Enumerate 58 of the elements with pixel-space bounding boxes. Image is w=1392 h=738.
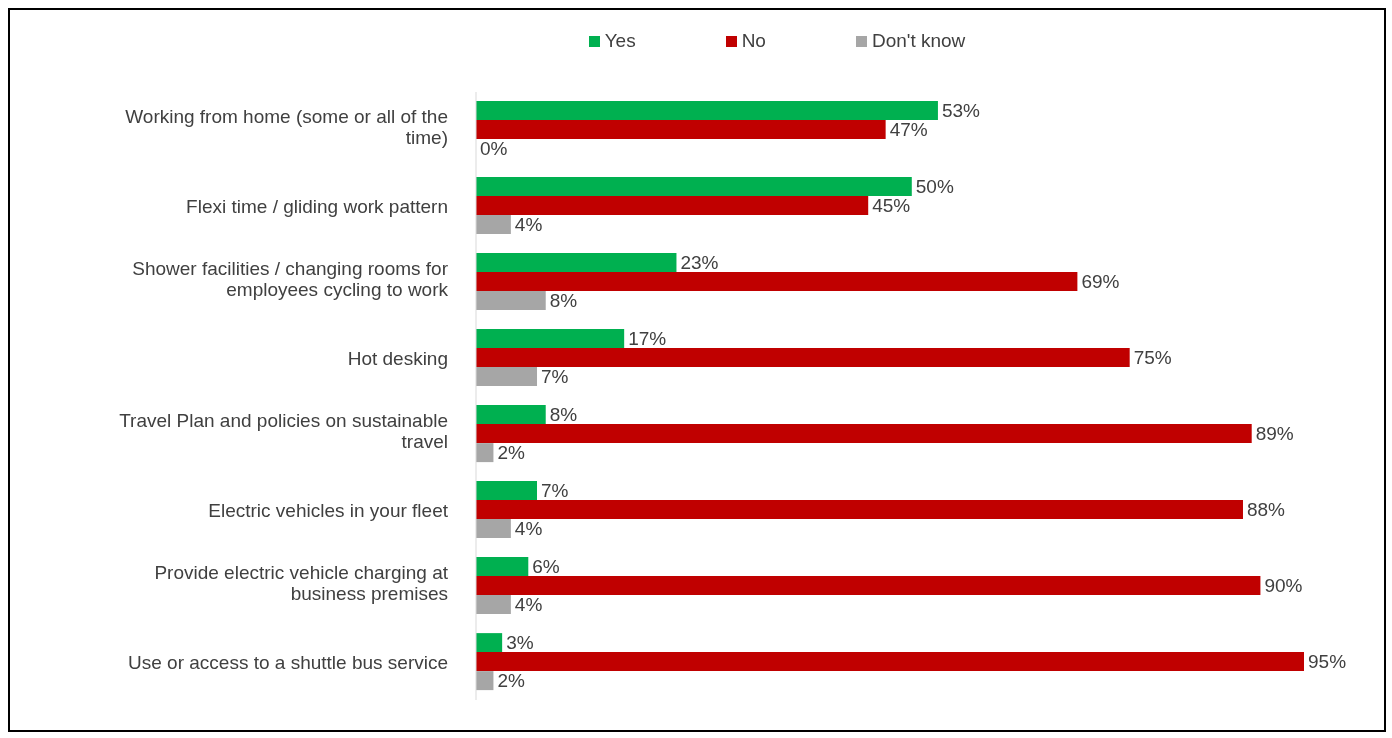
y-tick-label: Shower facilities / changing rooms for employees cycling to work (132, 258, 449, 300)
bar (476, 633, 503, 653)
bar (476, 652, 1304, 672)
data-label: 0% (480, 138, 508, 160)
data-label: 89% (1255, 423, 1294, 445)
data-label: 75% (1133, 347, 1172, 369)
data-label: 3% (506, 632, 534, 654)
data-label: 8% (549, 404, 578, 426)
legend-label: No (740, 30, 766, 52)
bar (476, 424, 1252, 444)
y-tick-label: Use or access to a shuttle bus service (128, 651, 448, 673)
y-tick-label: Travel Plan and policies on sustainable travel (119, 410, 448, 452)
bar (476, 367, 538, 387)
data-label: 17% (628, 328, 667, 350)
data-label: 95% (1308, 651, 1347, 673)
legend-label: Yes (603, 30, 636, 52)
bar (476, 215, 511, 235)
bar (476, 291, 546, 311)
data-label: 2% (497, 670, 525, 692)
bar (476, 405, 546, 425)
data-label: 4% (514, 214, 543, 236)
data-label: 50% (915, 176, 954, 198)
bar (476, 196, 869, 216)
data-label: 4% (514, 594, 543, 616)
bar (476, 272, 1078, 292)
bar (476, 348, 1130, 368)
bar (476, 329, 625, 349)
y-tick-label: Provide electric vehicle charging at business premises (154, 562, 449, 604)
y-tick-label: Hot desking (347, 347, 448, 369)
data-label: 6% (532, 556, 560, 578)
bar (476, 253, 677, 273)
data-label: 88% (1246, 499, 1286, 521)
y-tick-label: Electric vehicles in your fleet (208, 499, 449, 521)
y-tick-label: Working from home (some or all of the time) (125, 106, 448, 148)
bar (476, 481, 538, 501)
bar (476, 519, 511, 539)
data-label: 69% (1081, 271, 1120, 293)
bar (476, 101, 938, 121)
data-label: 4% (514, 518, 543, 540)
data-label: 2% (497, 442, 525, 464)
data-label: 53% (941, 100, 981, 122)
bar (476, 120, 886, 140)
bar (476, 557, 529, 577)
bar (476, 576, 1261, 596)
bar (476, 671, 494, 691)
data-label: 7% (541, 480, 569, 502)
y-tick-label: Flexi time / gliding work pattern (186, 195, 448, 217)
data-label: 8% (549, 290, 578, 312)
data-label: 7% (541, 366, 569, 388)
bar (476, 177, 912, 197)
data-label: 45% (872, 195, 911, 217)
bar (476, 595, 511, 615)
data-label: 47% (889, 119, 928, 141)
data-label: 90% (1264, 575, 1303, 597)
bar (476, 443, 494, 463)
data-label: 23% (680, 252, 719, 274)
bar (476, 500, 1243, 520)
legend-label: Don't know (870, 30, 966, 52)
